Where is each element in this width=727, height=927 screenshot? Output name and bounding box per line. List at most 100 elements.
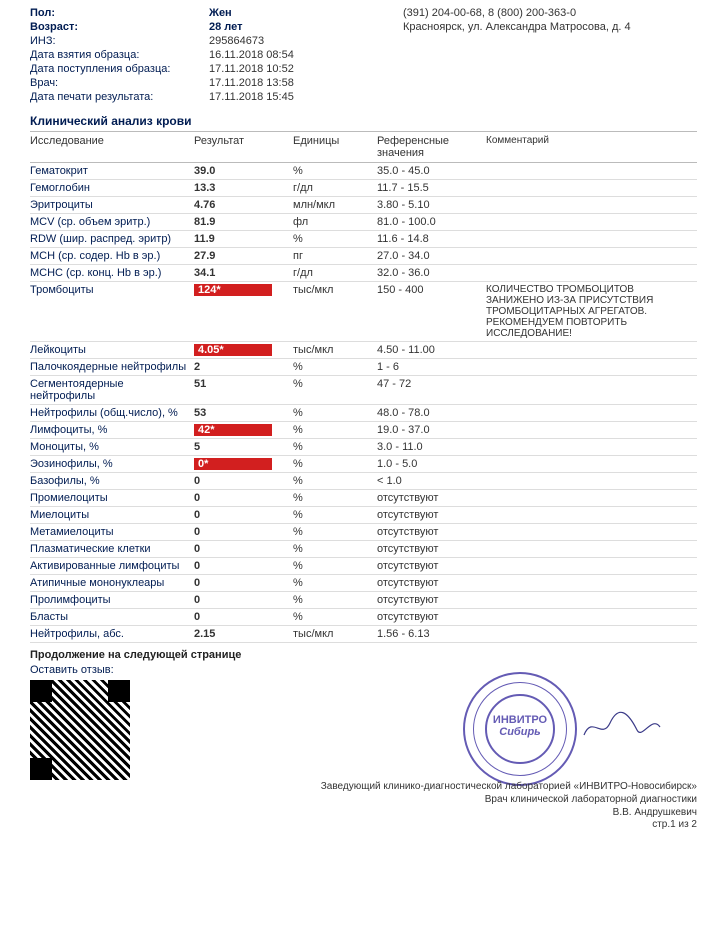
- cell-result: 0: [194, 592, 293, 609]
- table-row: Лимфоциты, %42*%19.0 - 37.0: [30, 422, 697, 439]
- cell-unit: %: [293, 609, 377, 626]
- footer-area: ИНВИТРО Сибирь Заведующий клинико-диагно…: [30, 680, 697, 830]
- cell-ref: 27.0 - 34.0: [377, 248, 486, 265]
- cell-name: Лимфоциты, %: [30, 422, 194, 439]
- cell-comment: [486, 163, 697, 180]
- cell-comment: [486, 405, 697, 422]
- cell-result: 4.05*: [194, 342, 293, 359]
- header-value: Жен: [209, 6, 399, 20]
- th-ref: Референсные значения: [377, 132, 486, 163]
- cell-comment: [486, 439, 697, 456]
- th-comment: Комментарий: [486, 132, 697, 163]
- footer-line3: В.В. Андрушкевич: [613, 807, 697, 818]
- cell-unit: г/дл: [293, 265, 377, 282]
- table-row: Пролимфоциты0%отсутствуют: [30, 592, 697, 609]
- cell-unit: %: [293, 456, 377, 473]
- table-row: Нейтрофилы (общ.число), %53%48.0 - 78.0: [30, 405, 697, 422]
- cell-result: 39.0: [194, 163, 293, 180]
- header-label: Пол:: [30, 6, 205, 20]
- stamp: ИНВИТРО Сибирь: [463, 672, 577, 786]
- cell-ref: 4.50 - 11.00: [377, 342, 486, 359]
- cell-ref: 150 - 400: [377, 282, 486, 342]
- cell-unit: %: [293, 376, 377, 405]
- header-label: Дата печати результата:: [30, 90, 205, 104]
- table-row: Метамиелоциты0%отсутствуют: [30, 524, 697, 541]
- cell-name: Миелоциты: [30, 507, 194, 524]
- cell-name: MCHC (ср. конц. Hb в эр.): [30, 265, 194, 282]
- cell-comment: [486, 359, 697, 376]
- cell-ref: отсутствуют: [377, 558, 486, 575]
- cell-unit: %: [293, 490, 377, 507]
- cell-unit: млн/мкл: [293, 197, 377, 214]
- table-row: Нейтрофилы, абс.2.15тыс/мкл1.56 - 6.13: [30, 626, 697, 643]
- cell-comment: [486, 342, 697, 359]
- cell-result: 13.3: [194, 180, 293, 197]
- cell-name: Эритроциты: [30, 197, 194, 214]
- cell-result: 27.9: [194, 248, 293, 265]
- cell-ref: 11.6 - 14.8: [377, 231, 486, 248]
- cell-name: Метамиелоциты: [30, 524, 194, 541]
- cell-result: 0: [194, 558, 293, 575]
- cell-ref: отсутствуют: [377, 490, 486, 507]
- cell-comment: [486, 265, 697, 282]
- cell-unit: %: [293, 405, 377, 422]
- table-row: Гематокрит39.0%35.0 - 45.0: [30, 163, 697, 180]
- cell-name: Гематокрит: [30, 163, 194, 180]
- cell-unit: %: [293, 541, 377, 558]
- cell-ref: 19.0 - 37.0: [377, 422, 486, 439]
- cell-name: Гемоглобин: [30, 180, 194, 197]
- cell-unit: %: [293, 507, 377, 524]
- header-value: 28 лет: [209, 20, 399, 34]
- th-name: Исследование: [30, 132, 194, 163]
- cell-unit: тыс/мкл: [293, 282, 377, 342]
- cell-ref: 47 - 72: [377, 376, 486, 405]
- table-row: Плазматические клетки0%отсутствуют: [30, 541, 697, 558]
- cell-name: Моноциты, %: [30, 439, 194, 456]
- table-row: Активированные лимфоциты0%отсутствуют: [30, 558, 697, 575]
- cell-unit: %: [293, 473, 377, 490]
- cell-ref: 11.7 - 15.5: [377, 180, 486, 197]
- cell-result: 42*: [194, 422, 293, 439]
- cell-name: Эозинофилы, %: [30, 456, 194, 473]
- cell-comment: [486, 180, 697, 197]
- cell-ref: отсутствуют: [377, 575, 486, 592]
- header-label: Дата поступления образца:: [30, 62, 205, 76]
- cell-ref: 1 - 6: [377, 359, 486, 376]
- cell-name: Промиелоциты: [30, 490, 194, 507]
- header-label: ИНЗ:: [30, 34, 205, 48]
- header-right: [403, 62, 697, 76]
- cell-name: Атипичные мононуклеары: [30, 575, 194, 592]
- header-right: Красноярск, ул. Александра Матросова, д.…: [403, 20, 697, 34]
- cell-result: 0: [194, 541, 293, 558]
- header-value: 295864673: [209, 34, 399, 48]
- cell-unit: %: [293, 558, 377, 575]
- cell-name: Палочкоядерные нейтрофилы: [30, 359, 194, 376]
- table-row: MCH (ср. содер. Hb в эр.)27.9пг27.0 - 34…: [30, 248, 697, 265]
- header-right: [403, 48, 697, 62]
- cell-unit: %: [293, 163, 377, 180]
- cell-name: Бласты: [30, 609, 194, 626]
- table-row: Тромбоциты124*тыс/мкл150 - 400КОЛИЧЕСТВО…: [30, 282, 697, 342]
- table-row: Моноциты, %5%3.0 - 11.0: [30, 439, 697, 456]
- cell-ref: отсутствуют: [377, 524, 486, 541]
- cell-name: Лейкоциты: [30, 342, 194, 359]
- cell-comment: [486, 626, 697, 643]
- header-value: 17.11.2018 15:45: [209, 90, 399, 104]
- cell-unit: %: [293, 592, 377, 609]
- table-row: Эритроциты4.76млн/мкл3.80 - 5.10: [30, 197, 697, 214]
- cell-comment: [486, 456, 697, 473]
- table-row: Гемоглобин13.3г/дл11.7 - 15.5: [30, 180, 697, 197]
- cell-result: 5: [194, 439, 293, 456]
- cell-name: Тромбоциты: [30, 282, 194, 342]
- cell-comment: КОЛИЧЕСТВО ТРОМБОЦИТОВ ЗАНИЖЕНО ИЗ-ЗА ПР…: [486, 282, 697, 342]
- cell-unit: %: [293, 439, 377, 456]
- cell-name: Базофилы, %: [30, 473, 194, 490]
- cell-name: Плазматические клетки: [30, 541, 194, 558]
- footer-line2: Врач клинической лабораторной диагностик…: [485, 794, 697, 805]
- feedback-label: Оставить отзыв:: [30, 664, 697, 676]
- table-row: Атипичные мононуклеары0%отсутствуют: [30, 575, 697, 592]
- cell-ref: 3.80 - 5.10: [377, 197, 486, 214]
- cell-result: 53: [194, 405, 293, 422]
- cell-name: Нейтрофилы, абс.: [30, 626, 194, 643]
- cell-result: 0: [194, 575, 293, 592]
